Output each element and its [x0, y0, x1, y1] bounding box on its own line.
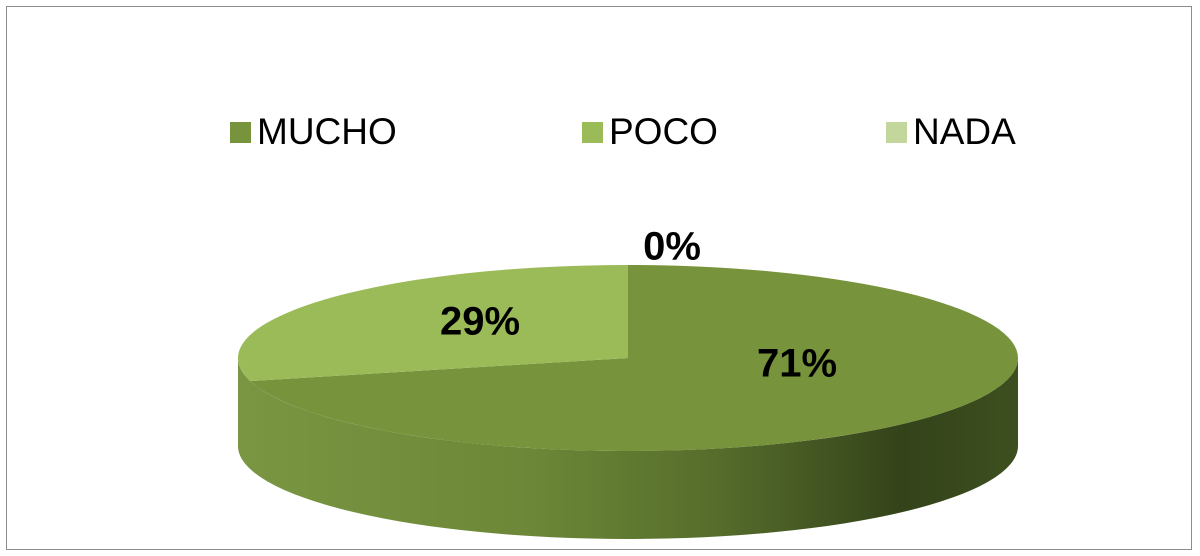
- pie-slice-poco: [237, 265, 629, 382]
- data-label-mucho: 71%: [757, 342, 837, 386]
- pie-labels: 71% 29% 0%: [440, 225, 837, 386]
- legend-swatch-mucho: [230, 121, 251, 143]
- legend-label-poco: POCO: [609, 111, 718, 152]
- legend-item-poco: POCO: [582, 110, 718, 154]
- pie-side: [238, 358, 1018, 539]
- legend-item-mucho: MUCHO: [230, 110, 397, 154]
- pie-top: [237, 265, 1018, 451]
- data-label-poco: 29%: [440, 300, 520, 344]
- legend-label-mucho: MUCHO: [257, 111, 397, 152]
- legend-swatch-nada: [886, 121, 907, 143]
- data-label-nada: 0%: [643, 225, 701, 269]
- pie-slice-mucho: [250, 265, 1018, 451]
- chart-legend: MUCHO POCO NADA: [230, 110, 1060, 154]
- legend-item-nada: NADA: [886, 110, 1016, 154]
- pie-side-wall: [238, 358, 1018, 539]
- legend-swatch-poco: [582, 121, 603, 143]
- legend-label-nada: NADA: [913, 111, 1016, 152]
